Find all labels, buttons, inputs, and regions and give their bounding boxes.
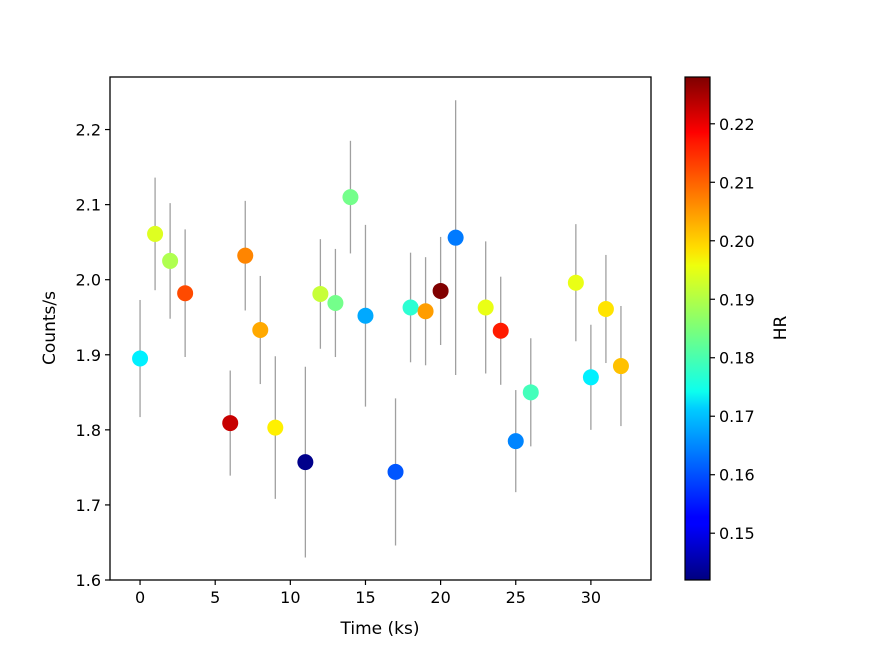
colorbar-tick-label: 0.19 <box>719 290 755 309</box>
plot-frame <box>109 76 652 581</box>
data-point <box>522 384 539 401</box>
data-point <box>567 274 584 291</box>
x-tick-label: 5 <box>210 588 220 607</box>
x-tick-label: 15 <box>355 588 375 607</box>
colorbar-ticks: 0.15 0.16 0.17 0.18 0.19 0.20 0.21 0.22 <box>710 115 755 543</box>
data-point <box>342 189 359 206</box>
data-point <box>612 358 629 375</box>
data-point <box>267 419 284 436</box>
data-point <box>492 322 509 339</box>
y-tick-label: 1.6 <box>76 571 101 590</box>
data-point <box>312 285 329 302</box>
data-point <box>162 252 179 269</box>
colorbar-tick-label: 0.20 <box>719 232 755 251</box>
x-tick-label: 25 <box>506 588 526 607</box>
x-tick-label: 30 <box>581 588 601 607</box>
plot-area <box>109 76 652 581</box>
colorbar-tick-label: 0.16 <box>719 466 755 485</box>
data-point <box>477 299 494 316</box>
y-tick-label: 2.1 <box>76 196 101 215</box>
colorbar-tick-label: 0.17 <box>719 407 755 426</box>
y-tick-label: 1.8 <box>76 421 101 440</box>
data-point <box>597 300 614 317</box>
data-point <box>357 307 374 324</box>
colorbar-tick-label: 0.15 <box>719 524 755 543</box>
data-point <box>222 415 239 432</box>
x-tick-label: 20 <box>430 588 450 607</box>
y-tick-label: 1.9 <box>76 346 101 365</box>
y-tick-label: 2.0 <box>76 271 101 290</box>
colorbar: 0.15 0.16 0.17 0.18 0.19 0.20 0.21 0.22 HR <box>684 76 791 581</box>
y-tick-label: 1.7 <box>76 496 101 515</box>
y-axis: 1.6 1.7 1.8 1.9 2.0 2.1 2.2 <box>76 121 110 590</box>
colorbar-tick-label: 0.21 <box>719 173 755 192</box>
data-point <box>237 247 254 264</box>
data-point <box>582 369 599 386</box>
data-point <box>507 433 524 450</box>
x-axis-label: Time (ks) <box>340 619 420 639</box>
x-tick-label: 10 <box>280 588 300 607</box>
data-point <box>447 229 464 246</box>
data-point <box>132 350 149 367</box>
data-point <box>327 294 344 311</box>
y-tick-label: 2.2 <box>76 121 101 140</box>
data-point <box>432 282 449 299</box>
data-point <box>252 322 269 339</box>
data-point <box>402 299 419 316</box>
colorbar-tick-label: 0.22 <box>719 115 755 134</box>
error-bars <box>139 100 622 558</box>
x-tick-label: 0 <box>135 588 145 607</box>
y-axis-label: Counts/s <box>40 291 60 365</box>
data-points <box>132 189 629 480</box>
data-point <box>297 454 314 471</box>
colorbar-tick-label: 0.18 <box>719 349 755 368</box>
colorbar-gradient <box>684 76 711 581</box>
colorbar-label: HR <box>771 316 791 341</box>
data-point <box>417 303 434 320</box>
data-point <box>387 463 404 480</box>
data-point <box>177 285 194 302</box>
data-point <box>147 225 164 242</box>
x-axis: 0 5 10 15 20 25 30 <box>135 580 601 607</box>
